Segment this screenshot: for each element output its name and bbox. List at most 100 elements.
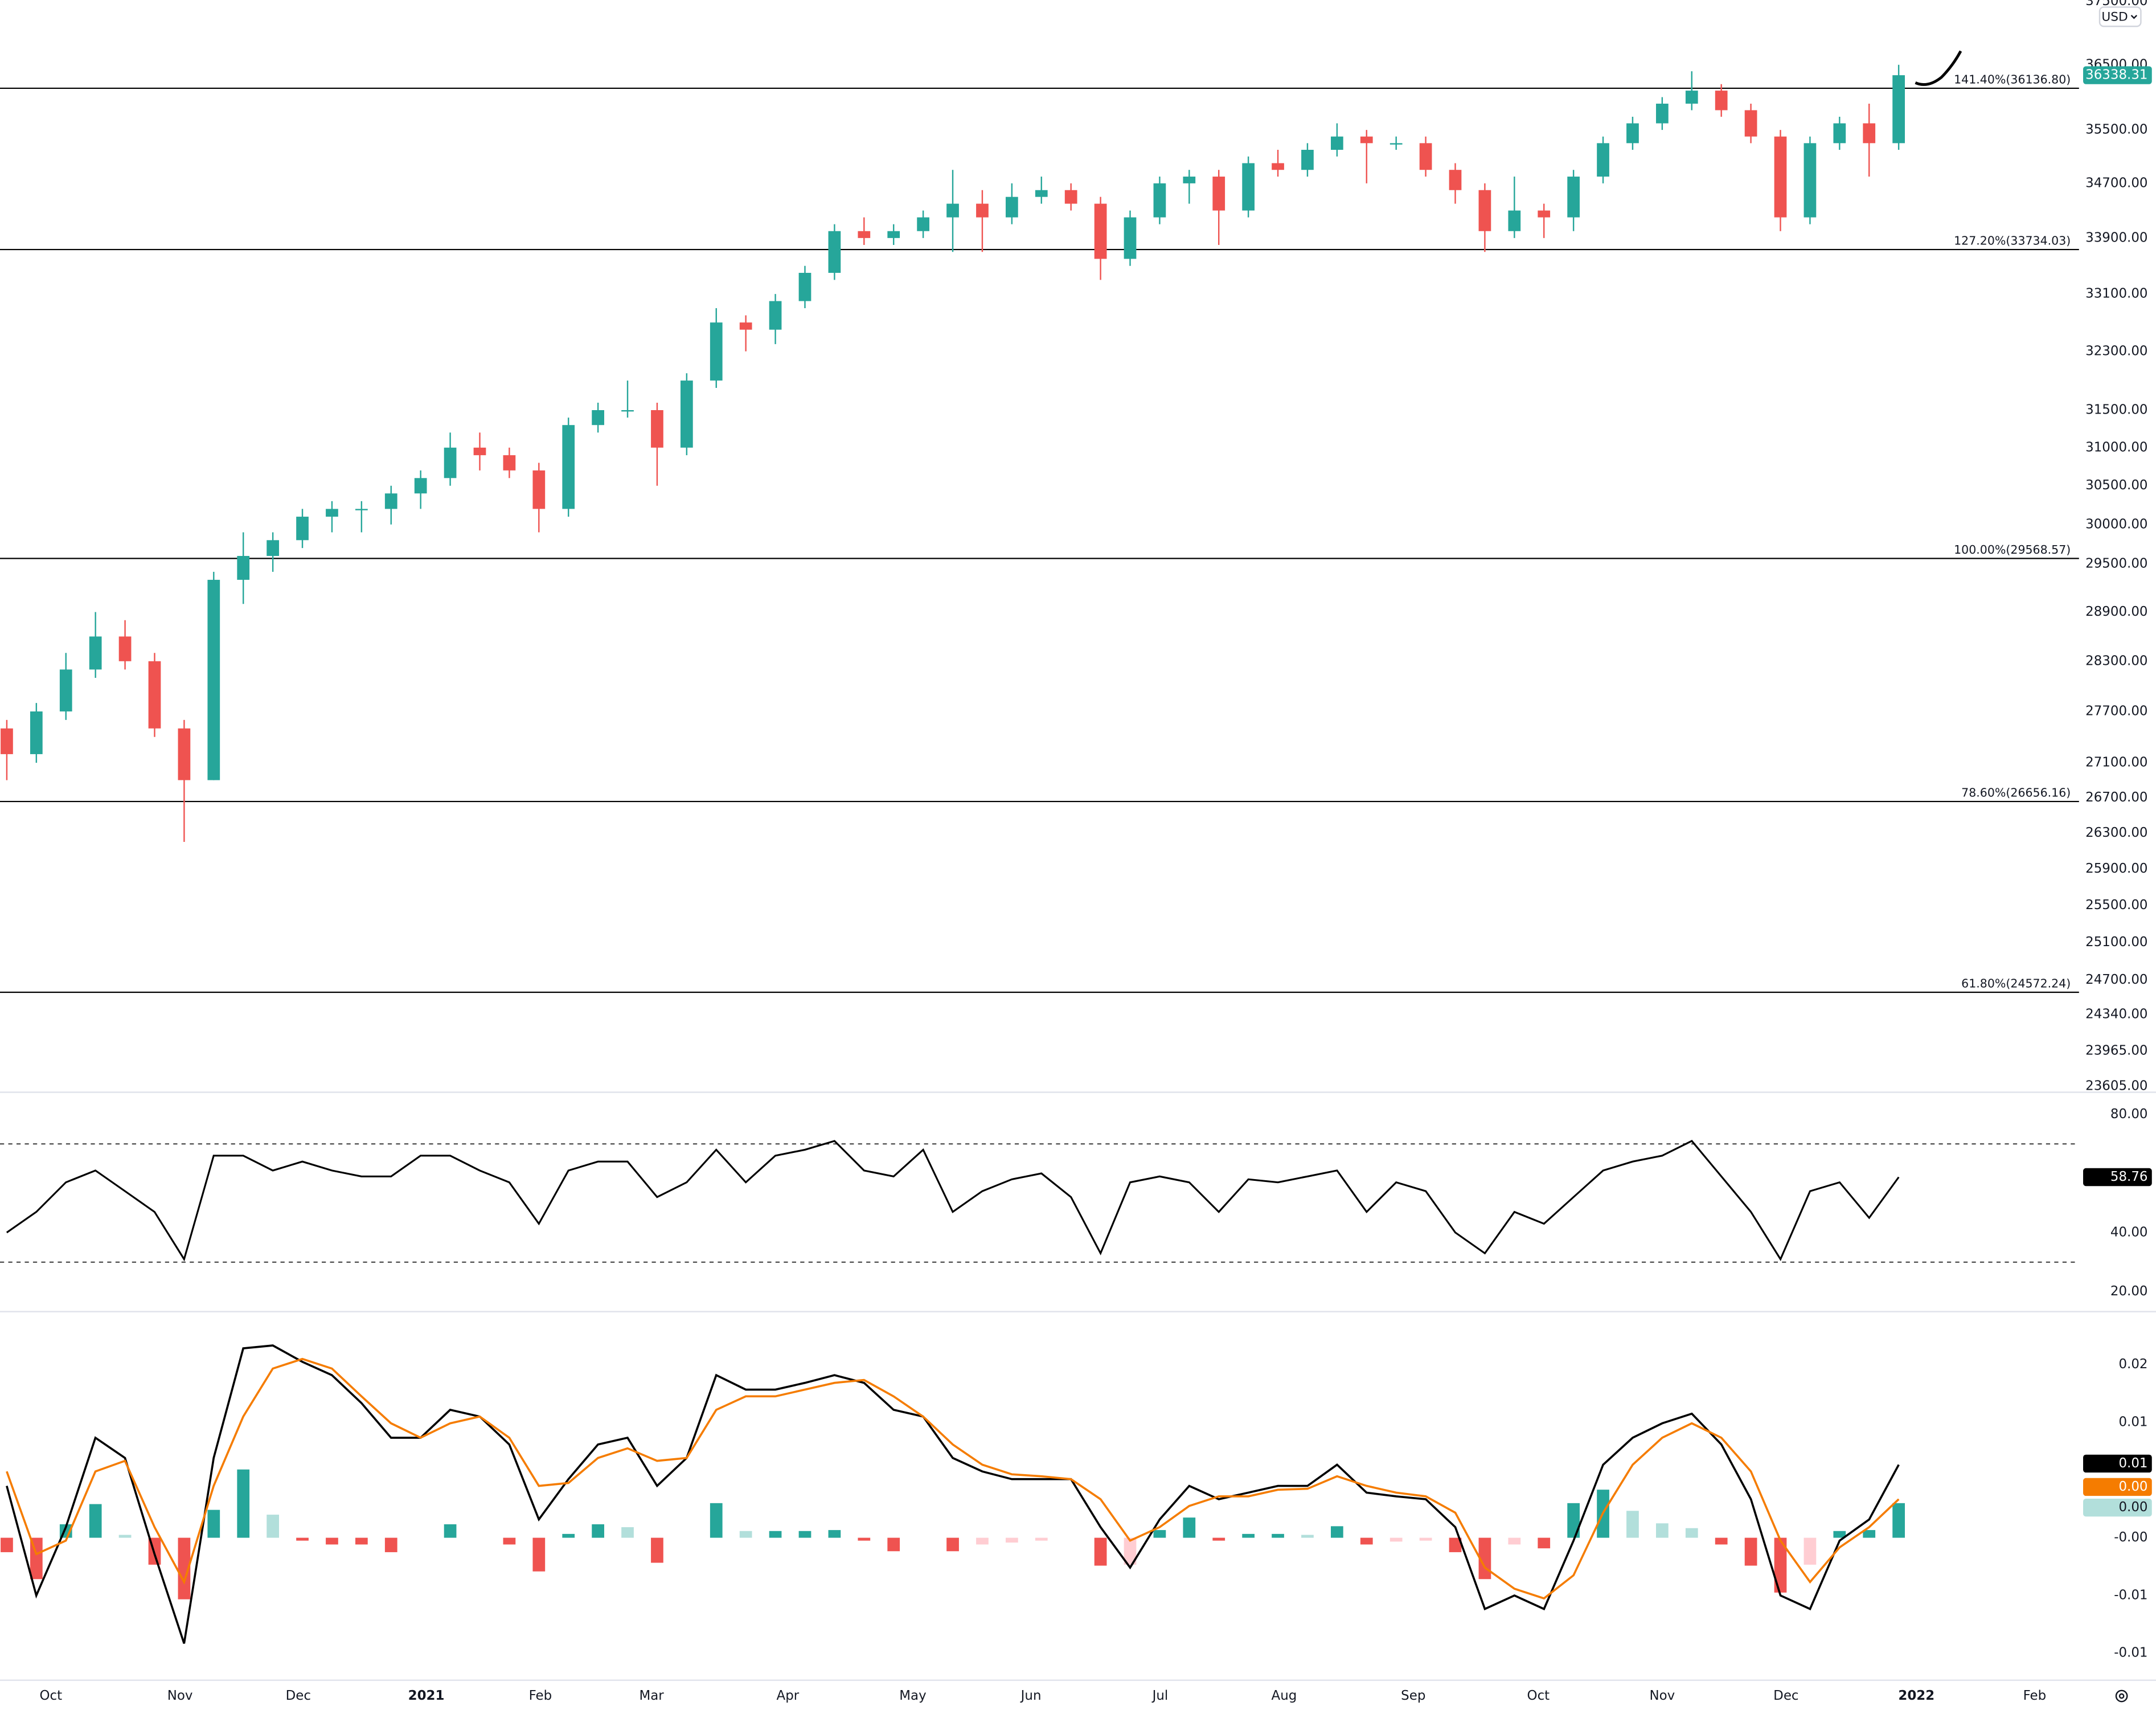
candle-body xyxy=(1272,163,1284,170)
candle-body xyxy=(562,425,575,509)
candle-body xyxy=(59,669,72,711)
histogram-bar xyxy=(1863,1530,1876,1538)
x-tick-label: May xyxy=(899,1688,926,1703)
histogram-bar xyxy=(1301,1535,1314,1538)
candle-body xyxy=(1449,170,1462,190)
histogram-bar xyxy=(89,1504,102,1538)
histogram-bar xyxy=(118,1535,132,1538)
candle-body xyxy=(858,231,871,238)
x-tick-label: Aug xyxy=(1272,1688,1297,1703)
candle-body xyxy=(1183,177,1196,183)
candle-body xyxy=(1242,163,1255,211)
candle-body xyxy=(532,470,546,509)
last-price: 36338.31 xyxy=(2085,68,2147,83)
histogram-bar xyxy=(503,1537,516,1545)
y-tick-label: 37500.00 xyxy=(2085,0,2147,9)
candle-body xyxy=(89,636,102,670)
rsi-value-box xyxy=(2083,1168,2152,1187)
y-tick-label: 24700.00 xyxy=(2085,972,2147,987)
x-tick-label: Dec xyxy=(1773,1688,1798,1703)
signal-value: 0.00 xyxy=(2118,1479,2147,1494)
candle-body xyxy=(414,478,427,494)
dropdown-icon[interactable] xyxy=(2130,15,2138,19)
macd-line xyxy=(6,1344,1900,1644)
histogram-bar xyxy=(828,1530,841,1538)
candle-body xyxy=(1389,143,1403,145)
candle-body xyxy=(1064,190,1077,204)
candle-body xyxy=(503,455,516,471)
histogram-bar xyxy=(621,1527,634,1538)
candle-body xyxy=(178,728,191,780)
candle-body xyxy=(1774,136,1787,218)
histogram-bar xyxy=(384,1537,397,1552)
histogram-bar xyxy=(1804,1537,1817,1565)
fib-label: 127.20%(33734.03) xyxy=(1954,234,2071,248)
candle-body xyxy=(828,231,841,273)
candle-body xyxy=(710,322,723,381)
candle-body xyxy=(207,579,220,780)
histogram-bar xyxy=(1892,1503,1905,1538)
histogram-bar xyxy=(1449,1537,1462,1552)
y-tick-label: 26300.00 xyxy=(2085,825,2147,840)
y-tick-label: -0.00 xyxy=(2114,1530,2147,1545)
x-tick-label: Apr xyxy=(777,1688,800,1703)
histogram-bar xyxy=(651,1537,663,1563)
y-tick-label: 34700.00 xyxy=(2085,175,2147,190)
rsi-line xyxy=(6,1140,1900,1262)
y-tick-label: 28300.00 xyxy=(2085,653,2147,668)
candle-body xyxy=(1419,143,1432,170)
candle-body xyxy=(118,636,132,661)
histogram-bar xyxy=(769,1531,782,1538)
candle-body xyxy=(148,661,161,729)
y-tick-label: 23605.00 xyxy=(2085,1079,2147,1094)
histogram-bar xyxy=(1183,1517,1196,1538)
candle-body xyxy=(651,410,663,448)
histogram-bar xyxy=(1272,1533,1284,1538)
histogram-bar xyxy=(710,1503,723,1538)
candle-body xyxy=(769,301,782,330)
candle-body xyxy=(30,711,43,754)
histogram-bar xyxy=(976,1537,989,1545)
y-tick-label: 30500.00 xyxy=(2085,478,2147,493)
candle-body xyxy=(296,517,309,541)
histogram-bar xyxy=(1094,1537,1107,1566)
y-tick-label: 29500.00 xyxy=(2085,556,2147,571)
candle-body xyxy=(1212,177,1225,211)
histogram-bar xyxy=(444,1524,457,1538)
macd-value: 0.01 xyxy=(2118,1456,2147,1471)
y-tick-label: 80.00 xyxy=(2110,1107,2148,1122)
histogram-bar xyxy=(1035,1537,1048,1541)
fib-label: 100.00%(29568.57) xyxy=(1954,543,2071,557)
fib-label: 141.40%(36136.80) xyxy=(1954,72,2071,86)
x-tick-label: 2021 xyxy=(408,1688,445,1703)
x-tick-label: Dec xyxy=(286,1688,311,1703)
candle-body xyxy=(237,555,250,580)
histogram-bar xyxy=(1833,1531,1846,1538)
histogram-bar xyxy=(562,1533,575,1538)
candle-body xyxy=(1094,203,1107,259)
y-tick-label: 27700.00 xyxy=(2085,703,2147,718)
candle-body xyxy=(917,217,929,231)
candle-body xyxy=(946,203,959,218)
histogram-bar xyxy=(1212,1537,1225,1541)
histogram-bar xyxy=(858,1537,871,1541)
histogram-bar xyxy=(178,1537,191,1599)
y-tick-label: 0.01 xyxy=(2118,1415,2147,1430)
candle-body xyxy=(976,203,989,218)
histogram-bar xyxy=(1124,1537,1137,1565)
histogram-value: 0.00 xyxy=(2118,1500,2147,1515)
histogram-bar xyxy=(1626,1511,1639,1538)
histogram-bar xyxy=(1538,1537,1551,1549)
fib-label: 61.80%(24572.24) xyxy=(1961,977,2071,991)
candle-body xyxy=(1005,197,1018,218)
candle-body xyxy=(1626,123,1639,144)
histogram-bar xyxy=(1005,1537,1018,1543)
candle-body xyxy=(384,493,397,509)
macd-value-box xyxy=(2083,1454,2152,1473)
histogram-bar xyxy=(1655,1523,1669,1538)
currency-label[interactable]: USD xyxy=(2101,10,2128,24)
settings-icon[interactable] xyxy=(2115,1689,2128,1703)
histogram-bar xyxy=(1360,1537,1373,1545)
x-tick-label: Oct xyxy=(39,1688,62,1703)
currency-button[interactable] xyxy=(2098,6,2142,27)
